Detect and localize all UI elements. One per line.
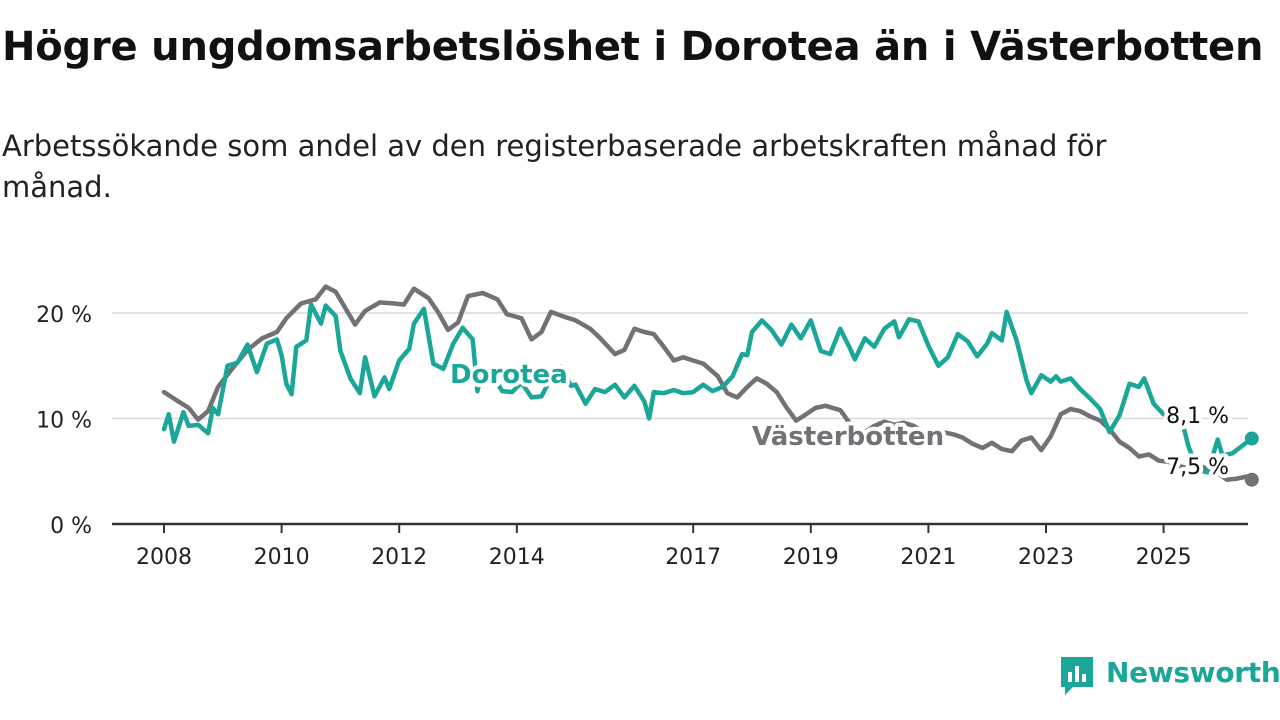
x-tick-label: 2017 [665,545,721,570]
y-tick-label: 20 % [36,303,92,328]
end-label-dorotea-text: 8,1 % [1166,404,1229,429]
y-tick-label: 0 % [50,514,92,539]
newsworthy-logo: Newsworthy [1058,654,1280,698]
x-axis: 2008 2010 2012 2014 2017 2019 2021 2023 2025 [112,522,1248,570]
series-label-vasterbotten-text: Västerbotten [752,422,944,452]
end-label-dorotea-halo: 8,1 % [1166,404,1229,429]
y-tick-label: 10 % [36,409,92,434]
brand-name: Newsworthy [1106,656,1280,689]
series-label-dorotea-text: Dorotea [450,360,568,390]
x-tick-label: 2019 [783,545,839,570]
series-lines [161,284,1259,487]
y-axis-ticks: 0 % 10 % 20 % [36,303,92,539]
x-tick-label: 2012 [371,545,427,570]
chart-title: Högre ungdomsarbetslöshet i Dorotea än i… [2,24,1264,70]
end-point-1 [1244,431,1259,446]
x-tick-label: 2008 [136,545,192,570]
x-tick-label: 2023 [1018,545,1074,570]
x-tick-label: 2025 [1136,545,1192,570]
x-tick-label: 2014 [489,545,545,570]
end-point-0 [1244,472,1259,487]
newsworthy-logo-icon [1061,657,1093,695]
series-label-vasterbotten-halo: Västerbotten [752,422,944,452]
x-tick-label: 2021 [900,545,956,570]
series-label-dorotea-halo: Dorotea [450,360,568,390]
end-label-vasterbotten-halo: 7,5 % [1166,455,1229,480]
end-label-dorotea: 8,1 %8,1 % [1162,400,1233,433]
line-chart: 0 % 10 % 20 % 2008 2010 2012 2014 2017 2019 2021… [36,284,1259,570]
x-tick-label: 2010 [254,545,310,570]
chart-subtitle: Arbetssökande som andel av den registerb… [2,129,1107,204]
series-line-v-sterbotten [161,284,1255,482]
end-label-vasterbotten: 7,5 %7,5 % [1162,451,1233,484]
series-line-dorotea [161,302,1255,475]
end-label-vasterbotten-text: 7,5 % [1166,455,1229,480]
